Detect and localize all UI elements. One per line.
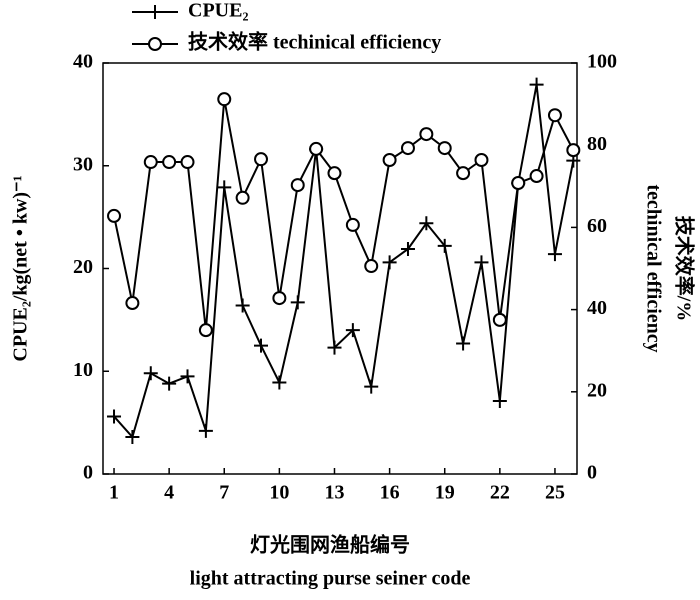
y2-tick-label: 20	[587, 379, 607, 401]
marker	[107, 208, 122, 223]
y2-tick-label: 40	[587, 297, 607, 319]
marker	[492, 394, 507, 409]
marker	[529, 77, 544, 92]
y-axis-label: CPUE₂/kg(net • kw)⁻¹	[10, 175, 32, 361]
marker	[290, 178, 305, 193]
x-axis-label: light attracting purse seiner code	[190, 568, 471, 590]
marker	[456, 166, 471, 181]
marker	[474, 255, 489, 270]
marker	[400, 241, 415, 256]
y2-axis-label: 技术效率/%	[672, 216, 696, 322]
y-tick-label: 20	[73, 256, 93, 278]
marker	[327, 340, 342, 355]
y-tick-label: 30	[73, 153, 93, 175]
marker	[217, 92, 232, 107]
y2-tick-label: 80	[587, 133, 607, 155]
marker	[474, 152, 489, 167]
marker	[364, 259, 379, 274]
marker	[547, 108, 562, 123]
marker	[125, 296, 140, 311]
marker	[364, 379, 379, 394]
y2-tick-label: 100	[587, 51, 617, 73]
legend-label: CPUE₂	[188, 0, 248, 22]
marker	[456, 336, 471, 351]
y-tick-label: 40	[73, 51, 93, 73]
marker	[290, 295, 305, 310]
marker	[419, 216, 434, 231]
marker	[254, 338, 268, 353]
legend-marker	[148, 37, 162, 51]
x-tick-label: 13	[324, 482, 344, 504]
y-tick-label: 10	[73, 359, 93, 381]
marker	[235, 298, 250, 313]
marker	[345, 323, 360, 338]
marker	[235, 190, 250, 205]
y2-axis-label: techinical efficiency	[642, 184, 664, 352]
marker	[309, 141, 324, 156]
x-tick-label: 22	[490, 482, 510, 504]
x-tick-label: 10	[269, 482, 289, 504]
marker	[180, 155, 195, 170]
x-tick-label: 4	[164, 482, 174, 504]
x-tick-label: 25	[545, 482, 565, 504]
marker	[180, 369, 195, 384]
y2-tick-label: 60	[587, 215, 607, 237]
series-line	[113, 98, 575, 331]
x-tick-label: 19	[435, 482, 455, 504]
marker	[143, 155, 158, 170]
x-tick-label: 16	[380, 482, 400, 504]
marker	[529, 169, 544, 184]
marker	[547, 247, 562, 262]
x-tick-label: 7	[219, 482, 229, 504]
marker	[511, 176, 526, 191]
marker	[437, 238, 452, 253]
marker	[162, 155, 177, 170]
marker	[345, 217, 360, 232]
legend-label: 技术效率 techinical efficiency	[188, 30, 441, 54]
marker	[272, 375, 287, 390]
marker	[162, 376, 177, 391]
marker	[198, 423, 213, 438]
x-axis-label: 灯光围网渔船编号	[250, 533, 410, 557]
marker	[327, 166, 342, 181]
marker	[419, 127, 434, 142]
marker	[107, 409, 122, 424]
marker	[566, 143, 581, 158]
y-tick-label: 0	[83, 462, 93, 484]
x-tick-label: 1	[109, 482, 119, 504]
marker	[198, 323, 213, 338]
marker	[382, 255, 397, 270]
marker	[217, 180, 232, 195]
marker	[382, 152, 397, 167]
marker	[254, 152, 268, 167]
marker	[125, 430, 140, 445]
y2-tick-label: 0	[587, 462, 597, 484]
marker	[272, 291, 287, 306]
series-line	[113, 84, 575, 440]
marker	[437, 141, 452, 156]
marker	[492, 312, 507, 327]
legend-marker	[148, 5, 162, 19]
marker	[143, 366, 158, 381]
marker	[400, 141, 415, 156]
